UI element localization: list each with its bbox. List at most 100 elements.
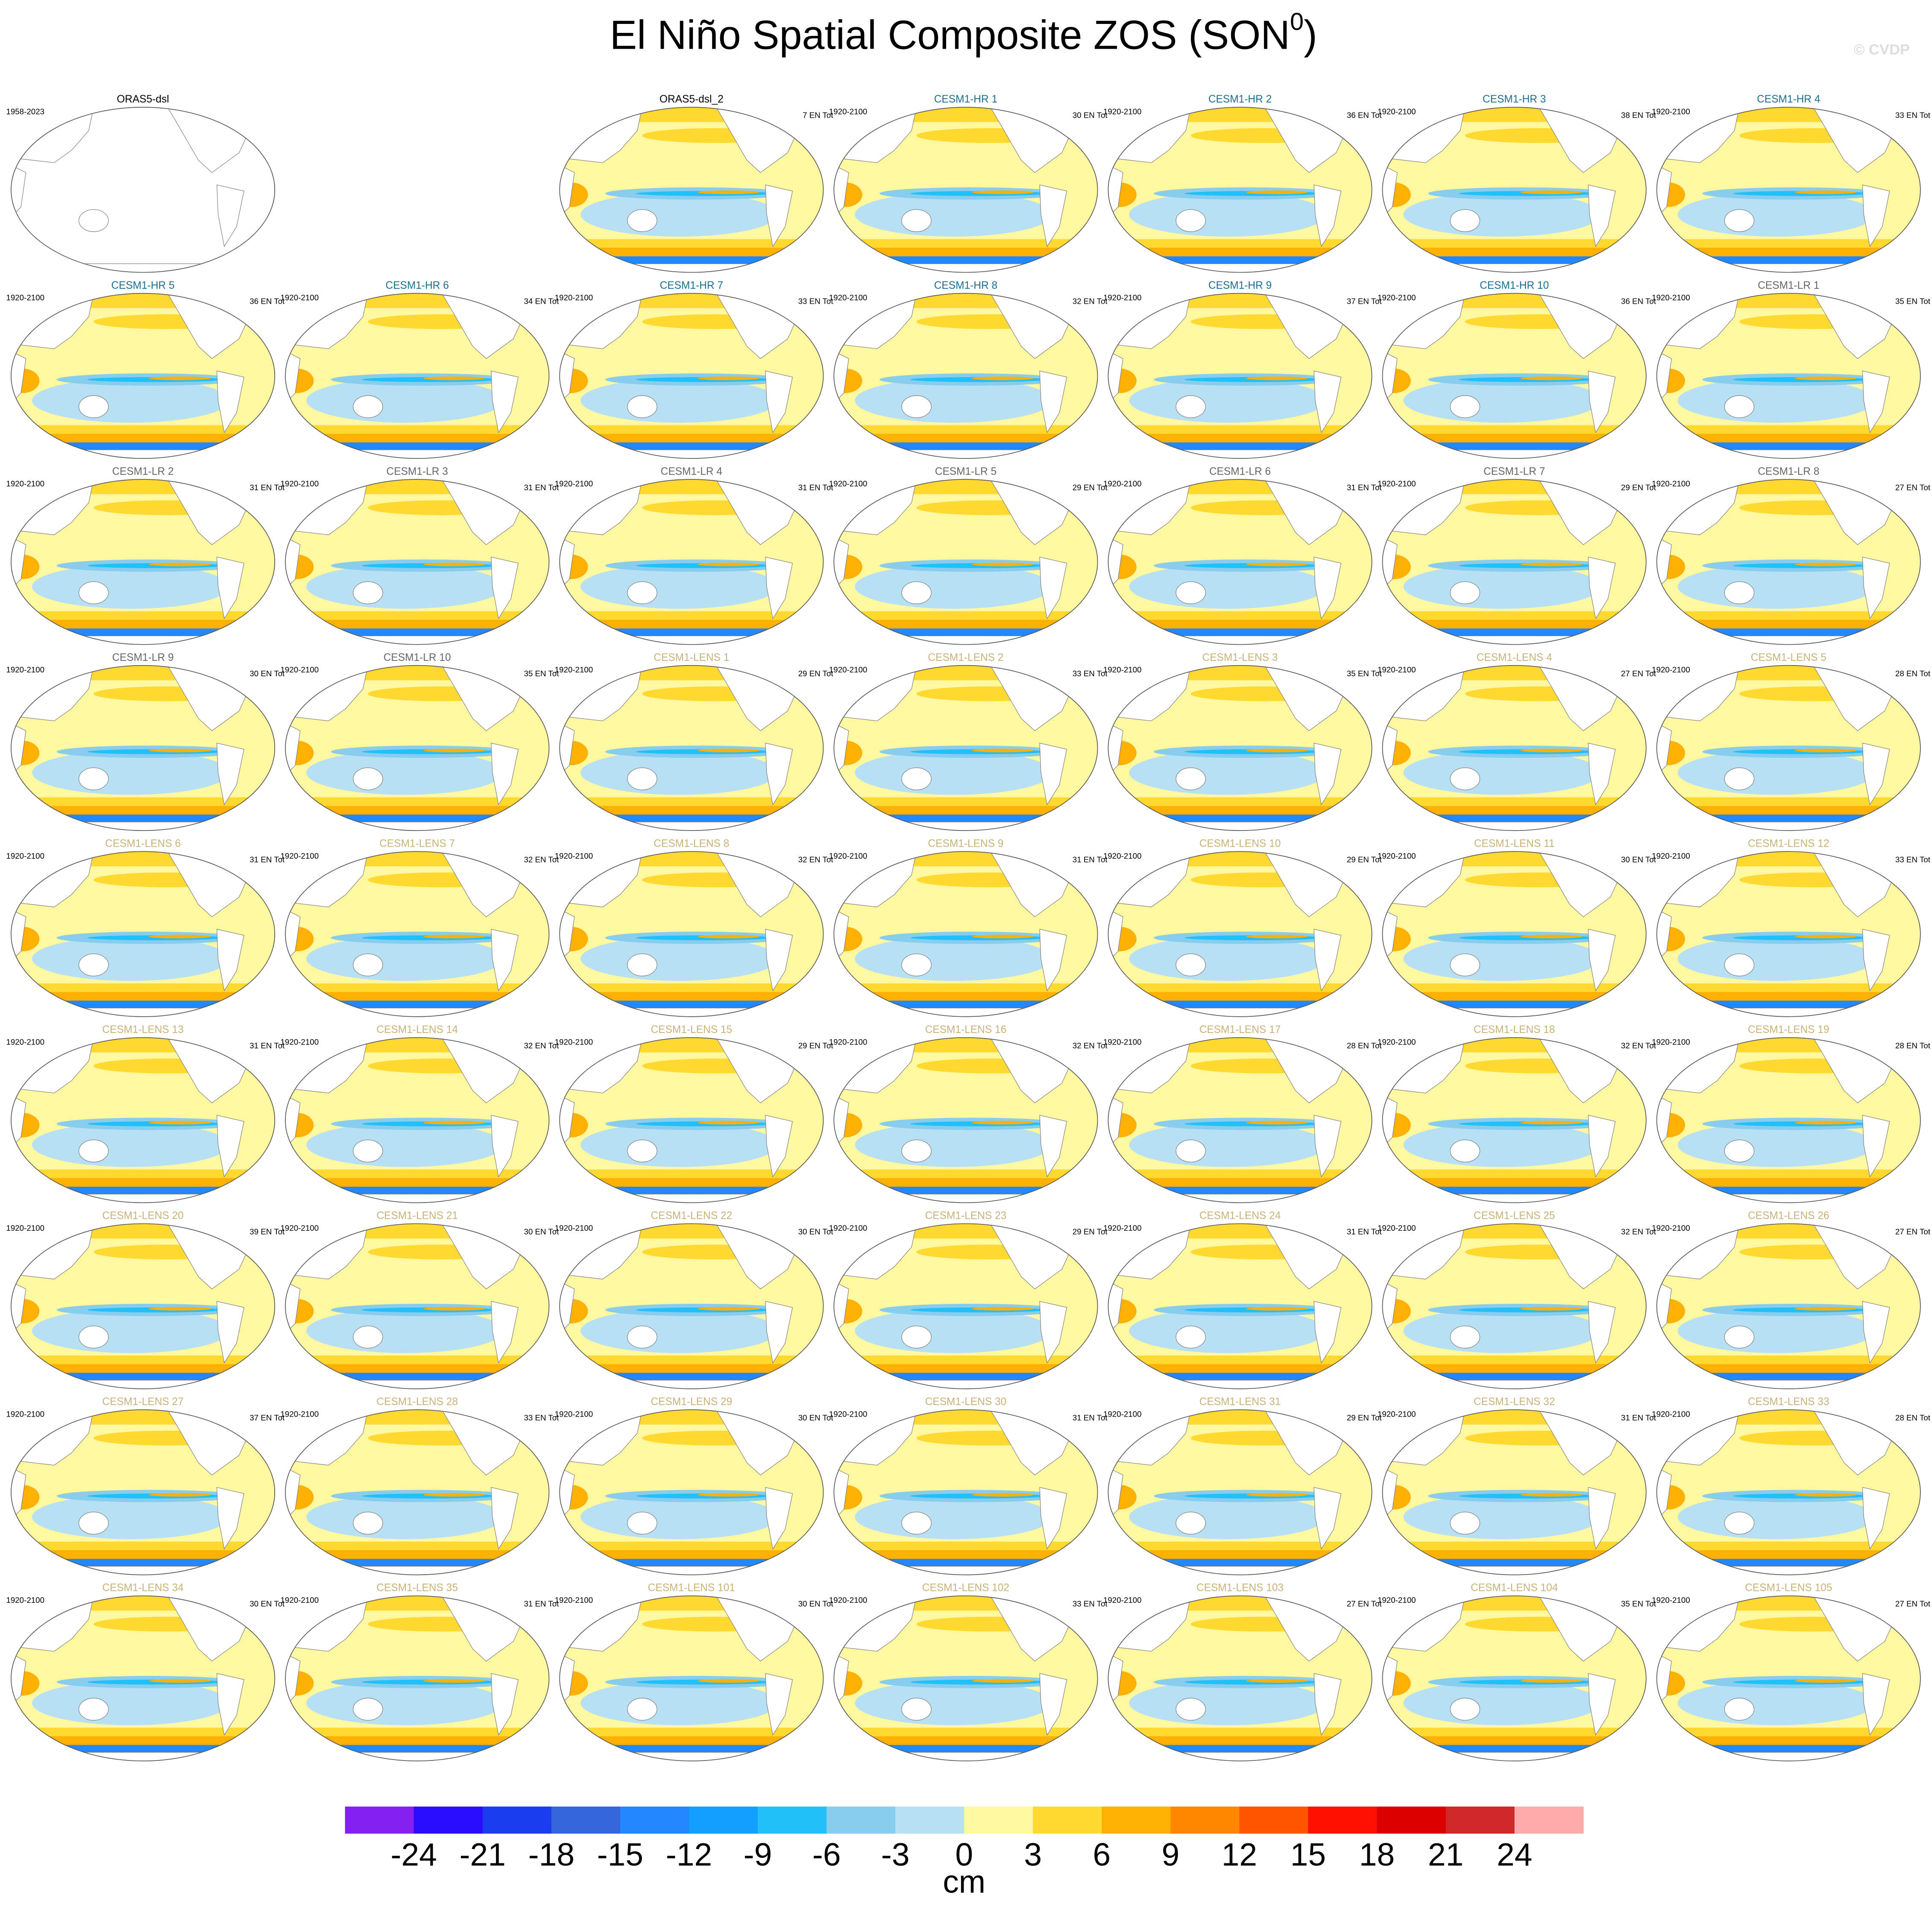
- panel-title: CESM1-HR 9: [1208, 280, 1272, 291]
- colorbar-box: [551, 1806, 621, 1834]
- map-panel: CESM1-LR 10 1920-2100 35 EN Tot: [279, 652, 560, 837]
- panel-count: 32 EN Tot: [1073, 1041, 1108, 1050]
- panel-period: 1920-2100: [555, 1037, 593, 1046]
- map-field: [1102, 848, 1375, 1023]
- colorbar-box: [1239, 1806, 1309, 1834]
- map-border: [559, 479, 824, 645]
- panel-period: 1920-2100: [1378, 1223, 1416, 1232]
- panel-count: 36 EN Tot: [249, 297, 285, 306]
- panel-count: 27 EN Tot: [1895, 1227, 1931, 1236]
- map-field: [1651, 662, 1924, 837]
- panel-title: CESM1-LENS 28: [376, 1396, 458, 1408]
- panel-count: 31 EN Tot: [249, 855, 285, 864]
- panel-count: 30 EN Tot: [1621, 855, 1656, 864]
- panel-title: ORAS5-dsl: [117, 94, 169, 105]
- map-panel: CESM1-LENS 17 1920-2100 28 EN Tot: [1102, 1024, 1382, 1209]
- panel-count: 28 EN Tot: [1895, 1041, 1931, 1050]
- map-panel: CESM1-LENS 6 1920-2100 31 EN Tot: [5, 838, 285, 1023]
- panel-period: 1920-2100: [1652, 107, 1690, 116]
- map-border: [285, 293, 550, 459]
- panel-title: CESM1-LENS 31: [1199, 1396, 1281, 1408]
- panel-period: 1920-2100: [1652, 479, 1690, 488]
- map-border: [1108, 479, 1372, 645]
- map-border: [285, 1037, 550, 1203]
- panel-title: CESM1-LR 10: [384, 652, 451, 663]
- map-border: [1656, 107, 1921, 273]
- panel-count: 34 EN Tot: [524, 297, 560, 306]
- panel-period: 1920-2100: [6, 1596, 44, 1605]
- colorbar-box: [895, 1806, 965, 1834]
- map-border: [11, 479, 276, 645]
- colorbar-box: [1377, 1806, 1446, 1834]
- panel-title: CESM1-LENS 20: [102, 1210, 184, 1222]
- map-border: [1108, 1223, 1372, 1389]
- panel-title: CESM1-LENS 13: [102, 1024, 184, 1036]
- colorbar-box: [1102, 1806, 1171, 1834]
- panel-title: CESM1-LENS 102: [922, 1582, 1009, 1594]
- colorbar-tick-label: -12: [666, 1837, 712, 1872]
- map-field: [1102, 290, 1375, 465]
- map-panel: CESM1-LENS 22 1920-2100 30 EN Tot: [554, 1210, 833, 1395]
- panel-period: 1920-2100: [6, 479, 44, 488]
- panel-title: CESM1-LENS 18: [1474, 1024, 1555, 1036]
- panel-count: 30 EN Tot: [249, 669, 285, 678]
- panel-title: CESM1-LR 6: [1209, 466, 1271, 477]
- panel-count: 29 EN Tot: [1347, 855, 1382, 864]
- panel-count: 33 EN Tot: [798, 297, 834, 306]
- map-field: [5, 476, 279, 651]
- colorbar-tick-label: 6: [1093, 1837, 1111, 1872]
- map-border: [1382, 1409, 1647, 1575]
- panel-count: 35 EN Tot: [524, 669, 560, 678]
- map-border: [559, 1595, 824, 1761]
- map-panel: CESM1-LENS 25 1920-2100 32 EN Tot: [1376, 1210, 1656, 1395]
- map-panel: CESM1-LENS 18 1920-2100 32 EN Tot: [1376, 1024, 1656, 1209]
- map-panel: CESM1-LR 7 1920-2100 29 EN Tot: [1376, 466, 1656, 651]
- map-field: [1651, 290, 1924, 465]
- panel-period: 1920-2100: [1652, 293, 1690, 302]
- panel-period: 1920-2100: [555, 665, 593, 674]
- colorbar-box: [964, 1806, 1034, 1834]
- map-panel: CESM1-LR 3 1920-2100 31 EN Tot: [279, 466, 559, 651]
- panel-title: CESM1-LENS 103: [1196, 1582, 1284, 1594]
- map-field: [828, 1592, 1101, 1767]
- colorbar-box: [1170, 1806, 1240, 1834]
- map-panel: CESM1-LENS 32 1920-2100 31 EN Tot: [1376, 1396, 1656, 1581]
- map-border: [1656, 665, 1921, 831]
- panel-count: 38 EN Tot: [1621, 111, 1656, 120]
- map-panel: CESM1-LENS 104 1920-2100 35 EN Tot: [1376, 1582, 1656, 1767]
- panel-title: CESM1-HR 3: [1483, 94, 1546, 105]
- colorbar-tick-label: -21: [460, 1837, 506, 1872]
- panel-count: 32 EN Tot: [1621, 1227, 1656, 1236]
- map-panel: CESM1-LENS 13 1920-2100 31 EN Tot: [5, 1024, 285, 1209]
- map-border: [559, 1223, 824, 1389]
- map-panel: CESM1-LENS 26 1920-2100 27 EN Tot: [1651, 1210, 1931, 1395]
- panel-count: 36 EN Tot: [1621, 297, 1656, 306]
- panel-period: 1920-2100: [1652, 1223, 1690, 1232]
- panel-title: CESM1-LENS 10: [1199, 838, 1281, 849]
- map-border: [1108, 665, 1372, 831]
- map-field: [1651, 476, 1924, 651]
- map-border: [559, 851, 824, 1017]
- map-field: [1102, 662, 1375, 837]
- panel-period: 1920-2100: [1378, 1410, 1416, 1419]
- map-border: [1382, 293, 1647, 459]
- panel-period: 1920-2100: [555, 1223, 593, 1232]
- map-panel: CESM1-LENS 5 1920-2100 28 EN Tot: [1651, 652, 1931, 837]
- panel-title: CESM1-LENS 19: [1748, 1024, 1829, 1036]
- panel-period: 1920-2100: [1103, 665, 1142, 674]
- map-panel: CESM1-LR 1 1920-2100 35 EN Tot: [1651, 280, 1931, 465]
- panel-period: 1920-2100: [829, 1596, 868, 1605]
- panel-count: 30 EN Tot: [524, 1227, 560, 1236]
- map-panel: CESM1-LENS 24 1920-2100 31 EN Tot: [1102, 1210, 1382, 1395]
- panel-title: CESM1-LENS 16: [925, 1024, 1007, 1036]
- map-border: [11, 851, 276, 1017]
- map-field: [279, 476, 553, 651]
- map-border: [11, 107, 276, 273]
- panel-period: 1920-2100: [1378, 107, 1416, 116]
- panel-title: CESM1-LENS 17: [1199, 1024, 1281, 1036]
- panel-count: 30 EN Tot: [798, 1599, 834, 1608]
- colorbar-tick-label: -15: [597, 1837, 643, 1872]
- map-border: [1382, 479, 1647, 645]
- panel-title: CESM1-LENS 12: [1748, 838, 1829, 849]
- map-border: [559, 293, 824, 459]
